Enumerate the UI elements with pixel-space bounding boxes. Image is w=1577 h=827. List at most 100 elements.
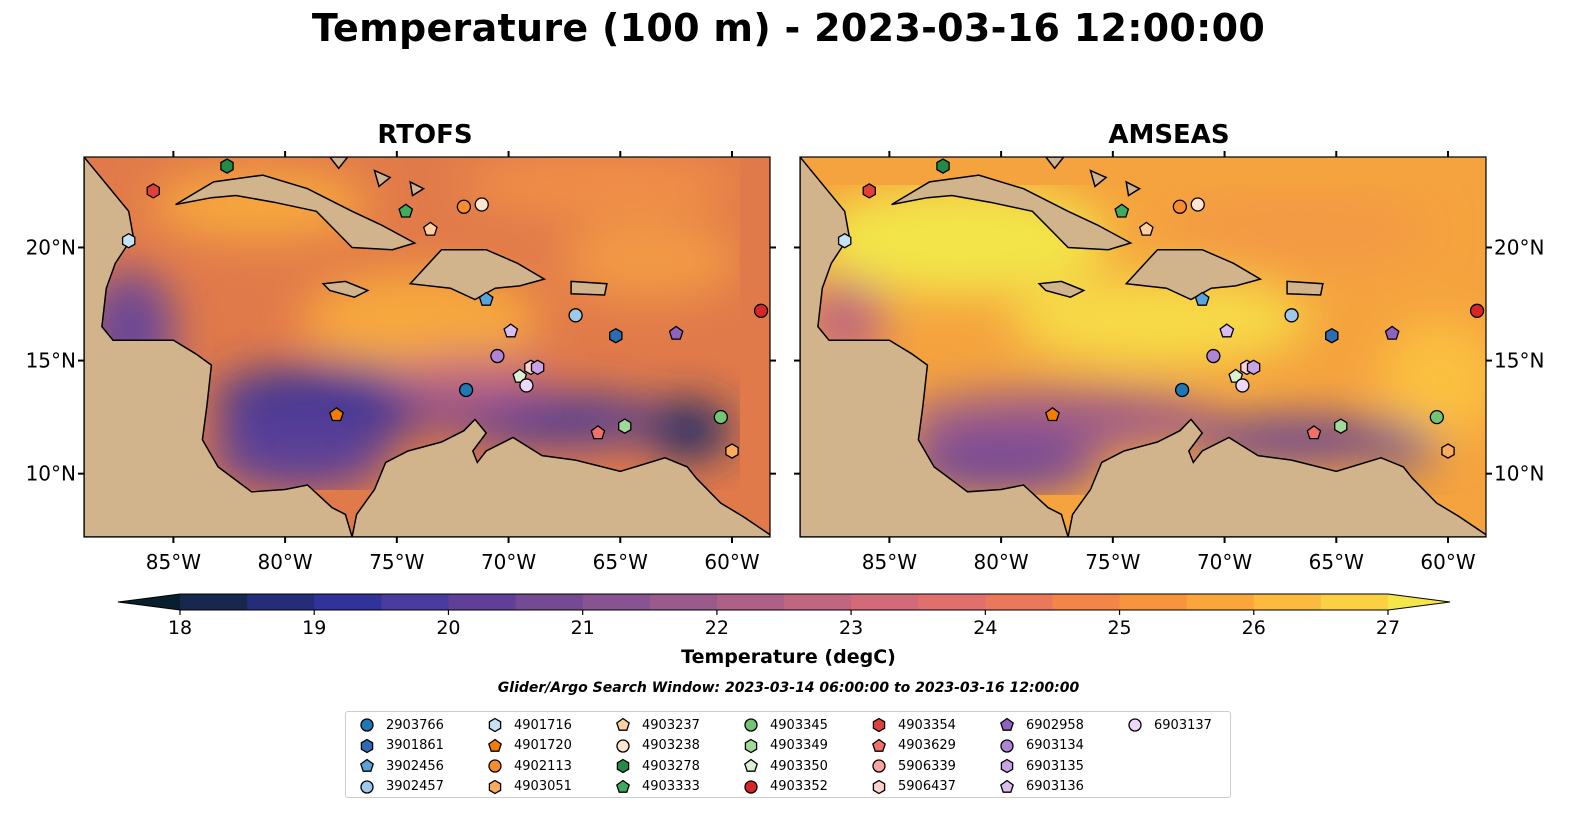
map-panel-amseas — [800, 157, 1486, 537]
pentagon-marker-icon — [872, 738, 886, 752]
float-marker-3901861 — [609, 327, 623, 344]
float-marker-6903134 — [490, 348, 505, 364]
hexagon-marker-icon — [1000, 758, 1014, 774]
hexagon-marker-icon — [360, 738, 374, 753]
float-marker-6903135 — [530, 359, 545, 376]
legend-label: 4901716 — [514, 717, 572, 733]
legend-item: 5906339 — [868, 756, 956, 776]
hexagon-marker-icon — [488, 717, 502, 733]
float-marker-4903354 — [862, 183, 876, 199]
legend-label: 4901720 — [514, 738, 572, 753]
colorbar-segment — [784, 594, 852, 610]
float-marker-4902113 — [456, 199, 472, 214]
legend-marker-4903354 — [872, 717, 886, 733]
float-marker-3902457 — [1284, 308, 1299, 323]
colorbar-segment — [1052, 594, 1121, 610]
legend-label: 4903629 — [898, 738, 956, 753]
legend-label: 6903134 — [1026, 738, 1084, 753]
pentagon-marker-icon — [616, 717, 630, 731]
colorbar-segment — [180, 594, 248, 610]
legend-marker-6903136 — [1000, 779, 1014, 793]
float-marker-6903135 — [1246, 359, 1261, 376]
float-marker-6903137 — [1235, 378, 1250, 393]
circle-marker-icon — [1128, 718, 1142, 732]
legend-item: 5906437 — [868, 777, 956, 797]
lon-tick-label-amseas: 65°W — [1309, 550, 1364, 574]
legend-label: 4903354 — [898, 717, 956, 733]
pentagon-marker-icon — [360, 758, 374, 772]
lat-tick-label-left: 10°N — [26, 462, 76, 486]
colorbar-segment — [515, 594, 584, 610]
colorbar-tick-label: 27 — [1376, 617, 1400, 639]
colorbar-tick-label: 24 — [973, 617, 997, 639]
float-marker-4903238 — [474, 197, 489, 212]
float-marker-4903333 — [1114, 203, 1130, 218]
lon-tick-label-rtofs: 85°W — [146, 550, 201, 574]
float-marker-4901720 — [329, 406, 344, 422]
legend-marker-4903333 — [616, 779, 630, 793]
legend-marker-4903350 — [744, 758, 758, 772]
colorbar-segment — [716, 594, 785, 610]
hexagon-marker-icon — [744, 738, 758, 753]
colorbar-tick-label: 19 — [302, 617, 326, 639]
float-marker-4903238 — [1190, 197, 1205, 212]
legend-item: 4903345 — [740, 715, 828, 735]
pentagon-marker-icon — [488, 738, 502, 752]
hexagon-marker-icon — [872, 779, 886, 794]
float-marker-3902456 — [478, 291, 494, 306]
legend-item: 4903051 — [484, 777, 572, 797]
float-marker-4903278 — [220, 158, 234, 174]
legend-label: 2903766 — [386, 717, 444, 733]
legend-marker-4903237 — [616, 717, 630, 731]
hexagon-marker-icon — [616, 758, 630, 774]
float-marker-4903345 — [713, 409, 728, 425]
lon-tick-label-rtofs: 60°W — [704, 550, 759, 574]
legend-item: 6903137 — [1124, 715, 1212, 735]
colorbar-tick-label: 18 — [168, 617, 192, 639]
legend-marker-4903238 — [616, 738, 630, 753]
float-marker-4903349 — [618, 418, 632, 434]
legend-label: 4903349 — [770, 738, 828, 753]
float-marker-6902958 — [668, 325, 684, 340]
float-marker-4903350 — [512, 368, 528, 383]
float-markers-rtofs — [121, 158, 770, 459]
colorbar-segment — [1320, 594, 1389, 610]
legend-label: 4903333 — [642, 779, 700, 794]
colorbar-extend-low — [118, 594, 180, 610]
legend-label: 5906339 — [898, 758, 956, 774]
legend-item: 6903136 — [996, 777, 1084, 797]
legend-item: 4903629 — [868, 736, 956, 756]
lat-tick-label-left: 20°N — [26, 235, 76, 259]
legend-item: 6903135 — [996, 756, 1084, 776]
legend-item: 4903238 — [612, 736, 700, 756]
colorbar-tick-label: 25 — [1107, 617, 1131, 639]
lon-tick-label-rtofs: 80°W — [257, 550, 312, 574]
float-marker-4901716 — [837, 232, 852, 249]
legend-label: 4903237 — [642, 717, 700, 733]
circle-marker-icon — [744, 779, 758, 794]
legend-item: 4903278 — [612, 756, 700, 776]
colorbar-tick-label: 23 — [839, 617, 863, 639]
colorbar-segment — [1253, 594, 1322, 610]
colorbar-tick-label: 22 — [705, 617, 729, 639]
colorbar-segment — [247, 594, 315, 610]
map-frame-rtofs — [83, 156, 771, 538]
float-marker-4902113 — [1172, 199, 1188, 214]
legend-label: 4903051 — [514, 779, 572, 794]
lon-tick-label-rtofs: 75°W — [369, 550, 424, 574]
lat-tick-label-right: 10°N — [1494, 462, 1544, 486]
legend-item: 3902457 — [356, 777, 444, 797]
float-marker-4903333 — [398, 203, 414, 218]
colorbar-segment — [314, 594, 382, 610]
legend-marker-6903135 — [1000, 758, 1014, 774]
colorbar-extend-high — [1388, 594, 1450, 610]
float-marker-4901720 — [1045, 406, 1060, 422]
float-legend: 2903766 3901861 3902456 3902457 4901716 49017… — [345, 711, 1231, 798]
legend-marker-4903352 — [744, 779, 758, 794]
legend-label: 3901861 — [386, 738, 444, 753]
lon-tick-label-amseas: 70°W — [1197, 550, 1252, 574]
legend-marker-4903629 — [872, 738, 886, 752]
map-frame-amseas — [799, 156, 1487, 538]
legend-marker-4901716 — [488, 717, 502, 733]
